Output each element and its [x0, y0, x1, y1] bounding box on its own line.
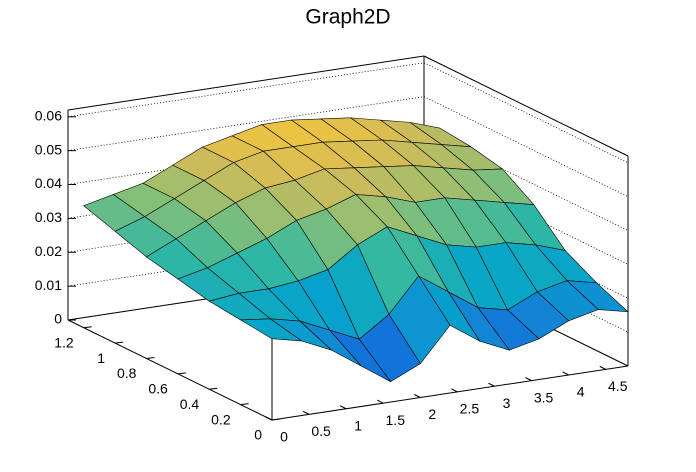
- x-tick-label: 4.5: [608, 378, 628, 394]
- grid-line: [423, 265, 629, 367]
- z-tick-label: 0.06: [35, 107, 62, 123]
- grid-line: [67, 96, 425, 152]
- tick-mark: [209, 387, 218, 390]
- y-tick-label: 1: [97, 350, 105, 366]
- x-tick-label: 1: [354, 417, 362, 433]
- axis-line: [67, 319, 273, 421]
- y-tick-label: 1.2: [54, 334, 74, 350]
- tick-mark: [302, 410, 310, 415]
- x-tick-label: 2.5: [460, 401, 480, 417]
- tick-mark: [83, 326, 92, 329]
- x-tick-label: 3.5: [534, 389, 554, 405]
- grid-line: [423, 164, 629, 265]
- surface-cell: [239, 318, 303, 342]
- x-tick-label: 0.5: [311, 423, 331, 439]
- tick-mark: [525, 377, 532, 382]
- grid-line: [423, 62, 629, 164]
- x-tick-label: 2: [428, 406, 436, 422]
- tick-mark: [377, 399, 384, 404]
- z-tick-label: 0.01: [35, 277, 62, 293]
- tick-mark: [146, 356, 155, 359]
- grid-line: [423, 130, 629, 231]
- grid-line: [423, 231, 629, 333]
- tick-mark: [240, 403, 249, 406]
- tick-mark: [414, 394, 421, 398]
- z-tick-label: 0.05: [35, 141, 62, 157]
- z-tick-label: 0.02: [35, 243, 62, 259]
- z-tick-label: 0.03: [35, 209, 62, 225]
- tick-mark: [488, 382, 495, 387]
- tick-mark: [599, 365, 606, 370]
- tick-mark: [271, 418, 281, 421]
- tick-mark: [115, 341, 124, 344]
- chart-title: Graph2D: [305, 6, 390, 29]
- grid-line: [67, 62, 425, 118]
- tick-mark: [339, 405, 347, 410]
- tick-mark: [562, 371, 569, 376]
- axis-line: [271, 365, 629, 421]
- z-tick-label: 0.04: [35, 175, 62, 191]
- y-tick-label: 0.2: [211, 411, 231, 427]
- x-tick-label: 1.5: [386, 412, 406, 428]
- x-tick-label: 3: [503, 395, 511, 411]
- y-tick-label: 0.6: [148, 381, 168, 397]
- y-tick-label: 0.8: [117, 365, 137, 381]
- tick-mark: [177, 372, 186, 375]
- grid-line: [423, 96, 629, 198]
- x-tick-label: 4: [577, 384, 585, 400]
- tick-mark: [451, 388, 458, 393]
- z-tick-label: 0: [54, 311, 62, 327]
- y-tick-label: 0: [254, 427, 262, 443]
- box-edge: [67, 55, 425, 111]
- y-tick-label: 0.4: [180, 396, 200, 412]
- box-edge: [423, 55, 629, 157]
- x-tick-label: 0: [280, 429, 288, 445]
